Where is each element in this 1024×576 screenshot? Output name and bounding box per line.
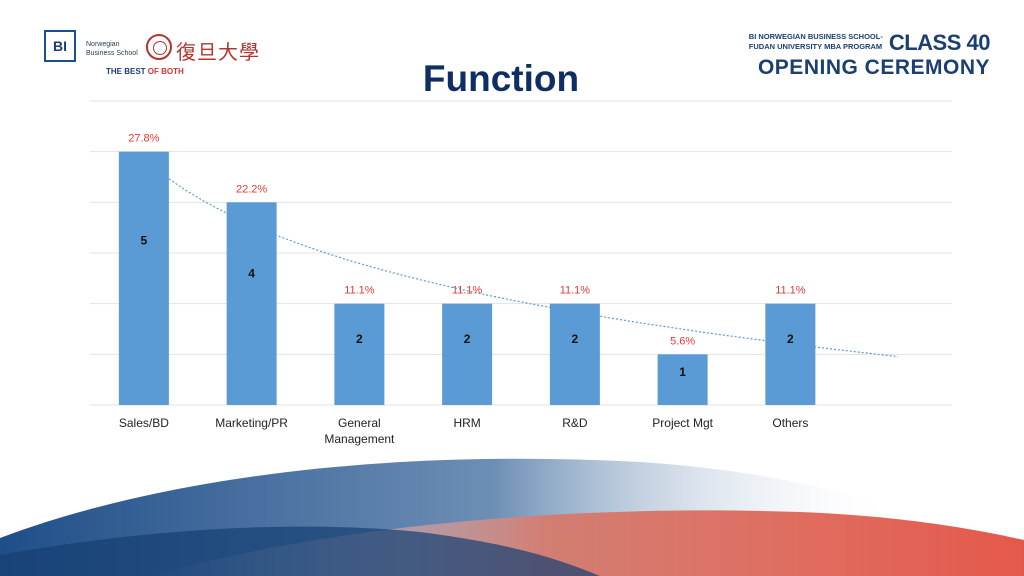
tagline-part1: THE BEST (106, 67, 148, 76)
fudan-calligraphy: 復旦大學 (176, 40, 260, 64)
bar-percent-label: 27.8% (128, 133, 159, 145)
bar (765, 303, 816, 405)
bar-percent-label: 11.1% (775, 285, 806, 297)
bar (549, 303, 600, 405)
program-line1: BI NORWEGIAN BUSINESS SCHOOL- (748, 32, 883, 41)
bar-value-label: 1 (679, 365, 686, 379)
category-label: Sales/BD (119, 416, 169, 430)
category-label: Others (772, 416, 808, 430)
category-label: Management (324, 432, 395, 446)
tagline: THE BEST OF BOTH (106, 67, 184, 76)
ceremony-logo: BI NORWEGIAN BUSINESS SCHOOL- FUDAN UNIV… (749, 30, 991, 80)
program-text: BI NORWEGIAN BUSINESS SCHOOL- FUDAN UNIV… (749, 32, 883, 52)
bi-logo-box: BI (44, 30, 76, 62)
bi-name-line1: Norwegian (86, 41, 120, 48)
fudan-seal-icon (146, 34, 172, 60)
ceremony-label: OPENING CEREMONY (757, 56, 990, 79)
bar (226, 202, 277, 405)
category-label: Marketing/PR (215, 416, 288, 430)
bar-percent-label: 11.1% (560, 285, 591, 297)
bar-value-label: 4 (248, 266, 255, 280)
category-label: General (338, 416, 381, 430)
bi-fudan-logo: BI Norwegian Business School 復旦大學 THE BE… (44, 30, 264, 80)
category-label: R&D (562, 416, 588, 430)
class-label: CLASS 40 (888, 30, 991, 55)
tagline-part2: OF BOTH (147, 67, 184, 76)
category-label: HRM (453, 416, 480, 430)
bar-percent-label: 11.1% (452, 285, 483, 297)
bar (657, 354, 708, 405)
program-line2: FUDAN UNIVERSITY MBA PROGRAM (748, 42, 883, 51)
bar (442, 303, 493, 405)
bar-value-label: 2 (356, 332, 363, 346)
bar (334, 303, 385, 405)
dark-wave (0, 526, 600, 576)
bar-value-label: 2 (787, 332, 794, 346)
bar-percent-label: 11.1% (344, 285, 375, 297)
chart-title: Function (422, 58, 580, 99)
category-label: Project Mgt (652, 416, 713, 430)
bi-name-line2: Business School (86, 50, 138, 57)
bar-value-label: 2 (464, 332, 471, 346)
bar-value-label: 2 (572, 332, 579, 346)
bar (118, 151, 169, 405)
bar-percent-label: 5.6% (670, 335, 695, 347)
bar-value-label: 5 (141, 233, 148, 247)
bi-school-name: Norwegian Business School (86, 40, 138, 58)
bar-percent-label: 22.2% (236, 183, 267, 195)
